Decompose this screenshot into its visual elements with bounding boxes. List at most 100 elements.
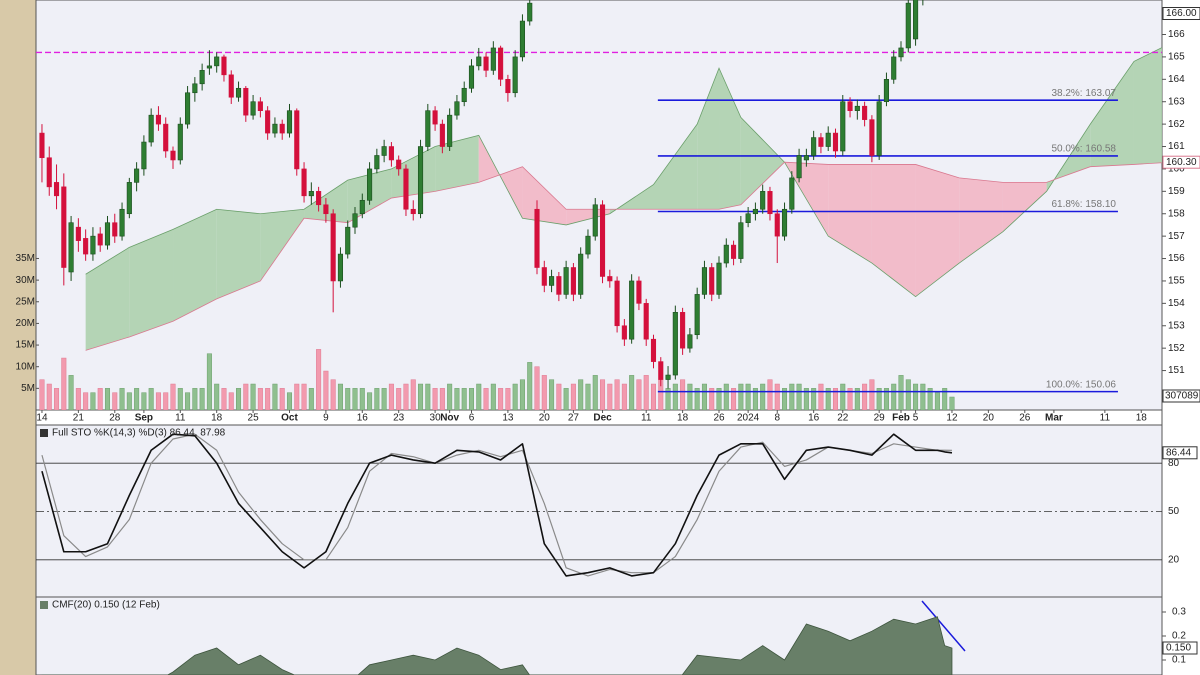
- candle-body: [905, 2, 911, 49]
- candle-body: [883, 79, 890, 103]
- y-tick-label: 157: [1168, 231, 1185, 242]
- volume-bar: [760, 383, 766, 410]
- candle-body: [359, 199, 365, 215]
- volume-tick-label: 5M: [21, 383, 35, 394]
- cloud-price: 160.30: [1166, 157, 1197, 168]
- volume-bar: [97, 388, 103, 410]
- volume-bar: [563, 388, 569, 410]
- volume-bar: [607, 383, 613, 410]
- candle-body: [345, 226, 351, 255]
- volume-bar: [774, 383, 780, 410]
- volume-bar: [359, 388, 365, 410]
- cloud: [1002, 182, 1047, 232]
- volume-bar: [367, 392, 373, 410]
- volume-tick-label: 35M: [16, 253, 35, 264]
- volume-bar: [709, 388, 715, 410]
- y-tick-label: 158: [1168, 208, 1185, 219]
- candle-body: [199, 70, 205, 85]
- candle-body: [534, 208, 540, 268]
- volume-bar: [294, 383, 300, 410]
- volume-bar: [803, 388, 809, 410]
- volume-bar: [403, 383, 409, 410]
- volume-bar: [701, 383, 707, 410]
- volume-bar: [381, 388, 387, 410]
- volume-bar: [265, 388, 271, 410]
- cloud: [915, 164, 960, 297]
- cmf-last-box: [1162, 641, 1198, 655]
- sto-last-box: [1162, 446, 1198, 460]
- volume-bar: [621, 383, 627, 410]
- x-tick-label: Nov: [440, 413, 459, 424]
- cloud: [566, 209, 610, 225]
- x-tick-label: 9: [323, 413, 329, 424]
- x-tick-label: Feb: [892, 413, 910, 424]
- volume-bar: [934, 392, 940, 410]
- volume-bar: [796, 383, 802, 410]
- volume-bar: [643, 375, 649, 410]
- volume-bar: [112, 392, 118, 410]
- candle-body: [235, 87, 242, 98]
- volume-bar: [570, 383, 576, 410]
- volume-bar: [680, 379, 686, 410]
- x-tick-label: 8: [774, 413, 780, 424]
- candle-body: [83, 238, 89, 255]
- volume-bar: [614, 379, 620, 410]
- volume-bar: [308, 388, 314, 410]
- candle-body: [410, 208, 416, 215]
- cloud: [85, 247, 130, 351]
- candle-body: [614, 280, 620, 327]
- candle-body: [468, 65, 475, 89]
- candle-body: [549, 276, 555, 286]
- volume-bar: [243, 383, 249, 410]
- volume-bar: [556, 383, 562, 410]
- cloud: [173, 209, 217, 322]
- candle-body: [425, 110, 431, 147]
- x-tick-label: 11: [1100, 413, 1111, 424]
- volume-bar: [199, 388, 205, 410]
- candle-body: [578, 253, 584, 295]
- volume-bar: [905, 379, 911, 410]
- cmf-area: [41, 616, 953, 675]
- candle-body: [381, 146, 387, 156]
- candle-body: [840, 101, 846, 152]
- candle-body: [330, 213, 336, 282]
- volume-bar: [862, 383, 868, 410]
- candle-body: [53, 182, 60, 197]
- labels: Full STO %K(14,3) %D(3) 86.44, 87.98 CMF…: [16, 7, 1200, 666]
- volume-bar: [731, 388, 737, 410]
- volume-bar: [883, 388, 889, 410]
- candle-body: [789, 177, 795, 210]
- sto-line: [41, 433, 953, 577]
- volume-bar: [483, 388, 489, 410]
- last-price-box: [1162, 7, 1200, 21]
- candle-body: [680, 312, 686, 349]
- candle-body: [592, 204, 598, 237]
- candle-body: [316, 191, 322, 206]
- candle-body: [323, 204, 329, 215]
- candle-body: [221, 56, 227, 76]
- y-tick-label: 0.3: [1172, 607, 1186, 618]
- volume-bar: [672, 383, 678, 410]
- candle-body: [432, 110, 438, 125]
- candle-body: [97, 233, 103, 246]
- x-tick-label: Sep: [135, 413, 153, 424]
- candle-body: [738, 222, 744, 259]
- fib-label: 100.0%: 150.06: [1046, 379, 1116, 390]
- cloud: [828, 164, 872, 264]
- candle-body: [126, 182, 132, 215]
- volume-bar: [185, 392, 191, 410]
- y-tick-label: 156: [1168, 253, 1185, 264]
- candle-body: [781, 208, 788, 237]
- x-tick-label: Mar: [1045, 413, 1063, 424]
- candle-body: [709, 267, 715, 295]
- candle-body: [913, 0, 919, 40]
- candle-body: [68, 222, 74, 273]
- candle-body: [388, 146, 394, 161]
- x-tick-label: 27: [568, 413, 580, 424]
- candle-body: [170, 150, 176, 161]
- volume-bar: [192, 388, 198, 410]
- volume-bar: [738, 383, 744, 410]
- volume-bar: [68, 375, 74, 410]
- volume-bar: [410, 379, 416, 410]
- volume-bar: [891, 383, 897, 410]
